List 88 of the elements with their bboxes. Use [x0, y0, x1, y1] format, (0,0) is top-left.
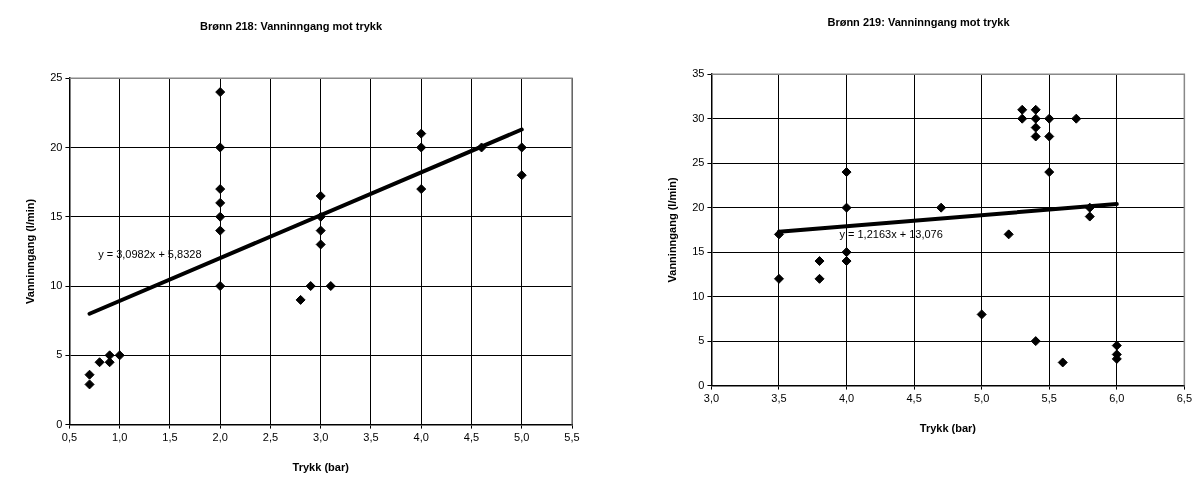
point [1017, 113, 1028, 124]
point [315, 225, 326, 236]
point [1057, 357, 1068, 368]
point [84, 369, 95, 380]
point [516, 170, 527, 181]
point [1030, 336, 1041, 347]
point [215, 281, 226, 292]
x-tick-label: 5,5 [564, 431, 580, 444]
y-tick-label: 35 [692, 67, 705, 80]
point [1017, 104, 1028, 115]
point [1084, 202, 1095, 213]
x-tick-label: 5,0 [514, 431, 530, 444]
point [1030, 104, 1041, 115]
point [774, 229, 784, 240]
point [1044, 167, 1055, 178]
point [476, 142, 487, 153]
y-tick-label: 5 [698, 334, 705, 347]
y-tick-label: 10 [692, 289, 705, 302]
y-tick-label: 25 [50, 71, 63, 84]
y-tick-label: 20 [692, 200, 705, 213]
y-tick-label: 20 [50, 140, 63, 153]
point [215, 184, 226, 195]
x-tick-label: 3,5 [771, 392, 787, 405]
y-tick-label: 15 [692, 245, 705, 258]
x-tick-label: 4,5 [463, 431, 480, 444]
point [416, 128, 427, 139]
x-tick-label: 3,0 [313, 431, 329, 444]
point [114, 350, 125, 361]
x-axis-title: Trykk (bar) [292, 461, 350, 474]
point [215, 211, 226, 222]
point [936, 202, 947, 213]
x-tick-label: 1,0 [112, 431, 128, 444]
x-tick-label: 6,0 [1109, 392, 1125, 405]
point [416, 184, 427, 195]
y-tick-label: 15 [50, 209, 63, 222]
point [305, 281, 316, 292]
x-tick-label: 4,0 [413, 431, 429, 444]
point [325, 281, 336, 292]
point [1044, 113, 1055, 124]
point [976, 309, 987, 320]
point [215, 197, 226, 208]
y-tick-label: 30 [692, 111, 705, 124]
y-tick-label: 0 [698, 378, 705, 391]
point [1044, 131, 1055, 142]
point [215, 87, 226, 98]
point [1084, 211, 1095, 222]
y-axis-title: Vanninngang (l/min) [665, 177, 678, 283]
point [215, 225, 226, 236]
point [1030, 131, 1041, 142]
x-tick-label: 2,5 [262, 431, 279, 444]
y-tick-label: 25 [692, 156, 705, 169]
x-tick-label: 1,5 [162, 431, 178, 444]
x-tick-label: 3,5 [363, 431, 379, 444]
x-tick-label: 0,5 [61, 431, 78, 444]
point [1030, 113, 1041, 124]
point [315, 239, 326, 250]
point [841, 256, 852, 267]
point [814, 256, 825, 267]
y-tick-label: 10 [50, 279, 63, 292]
point [416, 142, 427, 153]
chart-title: Brønn 218: Vanninngang mot trykk [199, 19, 383, 32]
point [841, 247, 852, 258]
x-tick-label: 5,5 [1041, 392, 1057, 405]
x-tick-label: 4,0 [838, 392, 855, 405]
point [94, 357, 105, 368]
x-axis-title: Trykk (bar) [919, 422, 977, 435]
point [215, 142, 226, 153]
x-tick-label: 3,0 [703, 392, 720, 405]
point [841, 167, 852, 178]
x-tick-label: 4,5 [906, 392, 922, 405]
point [841, 202, 852, 213]
point [1071, 113, 1082, 124]
point [104, 357, 115, 368]
x-tick-label: 6,5 [1176, 392, 1192, 405]
x-tick-label: 2,0 [212, 431, 228, 444]
point [84, 379, 95, 390]
x-tick-label: 5,0 [974, 392, 990, 405]
point [516, 142, 527, 153]
point [814, 273, 825, 284]
point [315, 190, 326, 201]
chart-title: Brønn 219: Vanninngang mot trykk [827, 15, 1011, 28]
y-tick-label: 5 [56, 348, 63, 361]
y-tick-label: 0 [56, 417, 63, 430]
y-axis-title: Vanninngang (l/min) [23, 198, 36, 304]
point [774, 273, 784, 284]
point [295, 294, 306, 305]
point [1030, 122, 1041, 133]
point [1003, 229, 1014, 240]
